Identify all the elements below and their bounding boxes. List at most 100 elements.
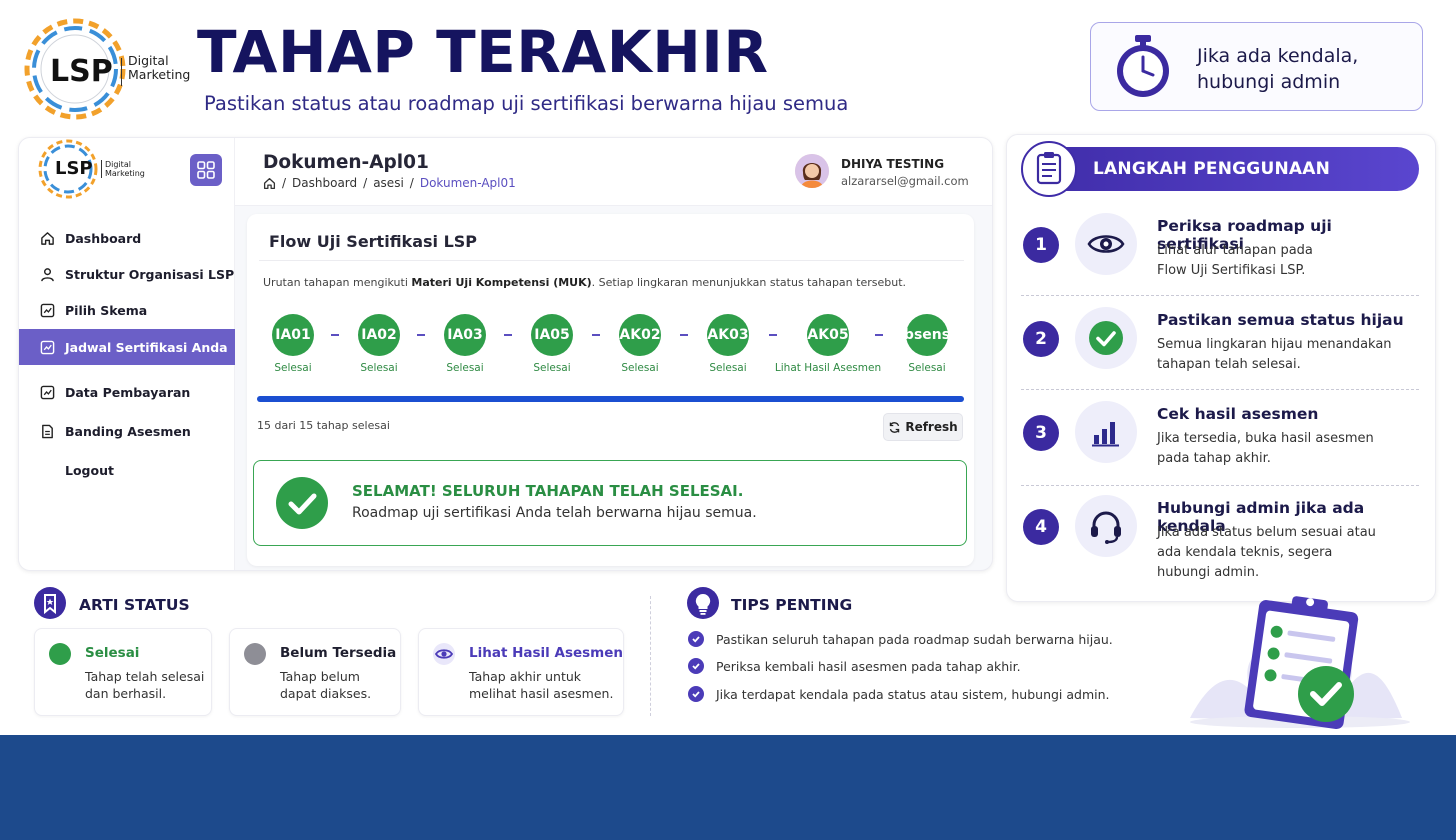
flow-step[interactable]: IA03 Selesai	[410, 314, 520, 374]
stopwatch-icon	[1117, 35, 1169, 97]
sidebar-item-jadwal-sertifikasi[interactable]: Jadwal Sertifikasi Anda	[19, 329, 235, 365]
status-legend-desc-line: Tahap akhir untuk	[469, 669, 582, 684]
step-connector	[680, 334, 688, 336]
app-window: LSP Digital Marketing Dashboard	[18, 137, 993, 571]
sidebar-item-logout[interactable]: Logout	[19, 452, 235, 488]
sidebar: LSP Digital Marketing Dashboard	[19, 138, 235, 570]
chart-square-icon	[39, 384, 55, 400]
flow-step[interactable]: IA01 Selesai	[238, 314, 348, 374]
home-icon[interactable]	[263, 177, 276, 190]
sidebar-logo-sub: Digital Marketing	[105, 160, 145, 178]
refresh-button[interactable]: Refresh	[883, 413, 963, 441]
step-status: Selesai	[533, 362, 571, 374]
breadcrumb-item[interactable]: asesi	[373, 176, 404, 190]
step-number: 3	[1023, 415, 1059, 451]
breadcrumb-item[interactable]: Dashboard	[292, 176, 358, 190]
sidebar-logo-sub2: Marketing	[105, 169, 145, 178]
sidebar-item-data-pembayaran[interactable]: Data Pembayaran	[19, 374, 235, 410]
progress-bar	[257, 396, 964, 402]
step-number: 1	[1023, 227, 1059, 263]
sidebar-logo[interactable]: LSP Digital Marketing	[35, 138, 155, 204]
status-legend-item: Selesai Tahap telah selesai dan berhasil…	[34, 628, 212, 716]
step-circle: AK05	[807, 314, 849, 356]
step-circle: IA05	[531, 314, 573, 356]
chart-square-icon	[39, 339, 55, 355]
contact-text: Jika ada kendala, hubungi admin	[1197, 43, 1358, 95]
check-icon	[688, 658, 704, 674]
status-legend-desc: Tahap telah selesai dan berhasil.	[85, 668, 204, 702]
sidebar-item-banding-asesmen[interactable]: Banding Asesmen	[19, 413, 235, 449]
footer-band	[0, 735, 1456, 840]
breadcrumb-current: Dokumen-Apl01	[419, 176, 516, 190]
logo-sub-line2: Marketing	[128, 67, 191, 82]
clipboard-list-icon	[1021, 141, 1077, 197]
user-name: DHIYA TESTING	[841, 157, 945, 171]
flow-description: Urutan tahapan mengikuti Materi Uji Komp…	[263, 276, 906, 289]
avatar[interactable]	[795, 154, 829, 188]
brand-logo: LSP Digital Marketing	[20, 14, 200, 126]
logout-icon	[39, 462, 55, 478]
sidebar-nav: Dashboard Struktur Organisasi LSP Pilih …	[19, 220, 235, 488]
bookmark-icon	[34, 587, 66, 619]
step-connector	[417, 334, 425, 336]
sidebar-item-label: Banding Asesmen	[65, 423, 191, 439]
usage-step-desc: Jika tersedia, buka hasil asesmen pada t…	[1157, 429, 1417, 469]
eye-icon	[433, 643, 455, 665]
eye-icon	[1075, 213, 1137, 275]
status-legend-label: Lihat Hasil Asesmen	[469, 645, 624, 661]
check-circle-icon	[1075, 307, 1137, 369]
usage-step-title: Hubungi admin jika ada kendala	[1157, 499, 1365, 535]
usage-step-title: Periksa roadmap uji sertifikasi	[1157, 217, 1332, 253]
contact-line2: hubungi admin	[1197, 71, 1341, 93]
flow-step[interactable]: AK05 Lihat Hasil Asesmen	[773, 314, 883, 374]
flow-desc-suffix: . Setiap lingkaran menunjukkan status ta…	[591, 276, 907, 289]
page-subtitle: Pastikan status atau roadmap uji sertifi…	[204, 92, 849, 115]
flow-step[interactable]: AK02 Selesai	[585, 314, 695, 374]
logo-subtext: Digital Marketing	[128, 54, 190, 82]
contact-line1: Jika ada kendala,	[1197, 45, 1359, 67]
usage-step-desc-line: Jika ada status belum sesuai atau	[1157, 525, 1376, 540]
tip-text: Pastikan seluruh tahapan pada roadmap su…	[716, 631, 1113, 647]
divider	[259, 260, 964, 261]
sidebar-item-dashboard[interactable]: Dashboard	[19, 220, 235, 256]
step-connector	[875, 334, 883, 336]
usage-step-desc: Semua lingkaran hijau menandakan tahapan…	[1157, 335, 1417, 375]
check-circle-icon	[276, 477, 328, 529]
status-legend-desc-line: dan berhasil.	[85, 686, 167, 701]
sidebar-item-struktur-organisasi[interactable]: Struktur Organisasi LSP	[19, 256, 235, 292]
breadcrumb-separator: /	[282, 176, 287, 190]
usage-step-desc: Lihat alur tahapan pada Flow Uji Sertifi…	[1157, 241, 1417, 281]
usage-steps-panel: LANGKAH PENGGUNAAN 1 Periksa roadmap uji…	[1006, 134, 1436, 602]
clipboard-checklist-illustration	[1190, 596, 1410, 730]
usage-step-title: Pastikan semua status hijau	[1157, 311, 1404, 329]
status-legend-label: Belum Tersedia	[280, 645, 397, 661]
usage-step-desc-line: pada tahap akhir.	[1157, 451, 1271, 466]
step-status: Selesai	[908, 362, 946, 374]
sidebar-menu-button[interactable]	[190, 154, 222, 186]
flow-step[interactable]: bsens Selesai	[872, 314, 982, 374]
logo-ring-icon	[38, 139, 98, 199]
step-connector	[592, 334, 600, 336]
check-icon	[688, 631, 704, 647]
tip-item: Pastikan seluruh tahapan pada roadmap su…	[688, 631, 1113, 647]
step-status: Lihat Hasil Asesmen	[774, 362, 882, 374]
headset-icon	[1075, 495, 1137, 557]
status-legend-item: Lihat Hasil Asesmen Tahap akhir untuk me…	[418, 628, 624, 716]
flow-step[interactable]: IA05 Selesai	[497, 314, 607, 374]
refresh-label: Refresh	[905, 420, 958, 434]
step-connector	[769, 334, 777, 336]
status-dot	[49, 643, 71, 665]
step-connector	[504, 334, 512, 336]
flow-step[interactable]: AK03 Selesai	[673, 314, 783, 374]
divider	[1021, 485, 1419, 486]
usage-step-desc-line: Jika tersedia, buka hasil asesmen	[1157, 431, 1374, 446]
sidebar-item-pilih-skema[interactable]: Pilih Skema	[19, 292, 235, 328]
flow-desc-prefix: Urutan tahapan mengikuti	[263, 276, 412, 289]
breadcrumb-separator: /	[363, 176, 368, 190]
flow-step[interactable]: IA02 Selesai	[324, 314, 434, 374]
check-icon	[688, 686, 704, 702]
refresh-icon	[890, 421, 900, 433]
status-legend-title: ARTI STATUS	[79, 596, 190, 614]
step-circle: IA03	[444, 314, 486, 356]
step-circle: bsens	[904, 314, 950, 356]
